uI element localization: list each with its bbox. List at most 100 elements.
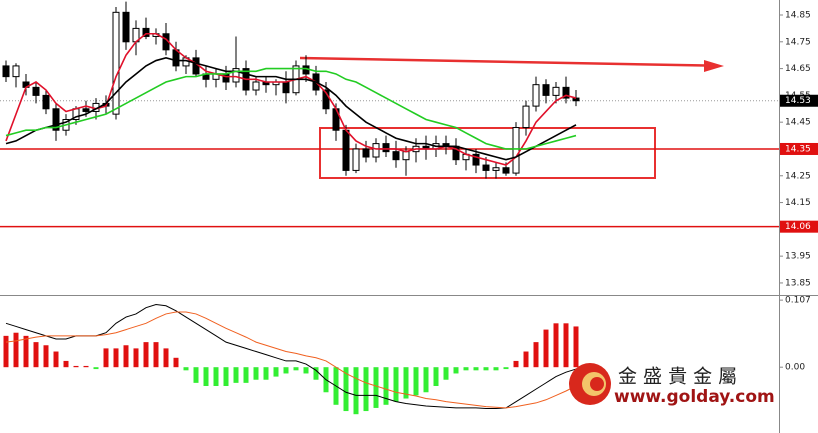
histogram-bar <box>133 348 139 368</box>
candle-body <box>232 68 240 83</box>
histogram-bar <box>403 367 409 399</box>
histogram-bar <box>523 351 529 368</box>
histogram-bar <box>563 323 569 368</box>
histogram-bar <box>23 335 29 368</box>
y-tick-label: 13.85 <box>785 278 811 288</box>
candle-body <box>12 65 20 78</box>
candle-body <box>222 73 230 83</box>
candle-body <box>512 127 520 174</box>
histogram-bar <box>373 367 379 408</box>
last-price-label: 14.53 <box>785 96 811 106</box>
y-tick-label: 14.15 <box>785 198 811 208</box>
last-price-box <box>780 94 818 107</box>
histogram-bar <box>243 367 249 383</box>
watermark-name: 金 盛 貴 金 屬 <box>618 366 737 388</box>
y-tick-label: 0.00 <box>785 363 805 373</box>
candle-body <box>252 81 260 91</box>
moving-average <box>5 67 577 150</box>
candle-body <box>542 84 550 96</box>
histogram-bar <box>263 367 269 380</box>
histogram-bar <box>573 326 579 368</box>
histogram-bar <box>513 360 519 368</box>
histogram-bar <box>353 367 359 415</box>
histogram-bar <box>143 342 149 368</box>
candle-body <box>502 167 510 174</box>
candle-body <box>2 65 10 78</box>
histogram-bar <box>453 367 459 374</box>
histogram-bar <box>343 367 349 412</box>
watermark: 金 盛 貴 金 屬 www.golday.com <box>569 363 775 407</box>
histogram-bar <box>83 365 89 368</box>
histogram-bar <box>533 342 539 368</box>
candle-body <box>522 105 530 129</box>
candle-body <box>52 108 60 131</box>
logo-core <box>590 377 604 391</box>
candle-body <box>142 27 150 37</box>
histogram-bar <box>33 342 39 368</box>
candle-body <box>282 81 290 94</box>
candle-body <box>572 97 580 102</box>
histogram-bar <box>393 367 399 402</box>
candle-body <box>552 86 560 96</box>
histogram-bar <box>483 367 489 371</box>
histogram-bar <box>383 367 389 405</box>
level-label-box <box>780 142 818 155</box>
histogram-bar <box>183 367 189 371</box>
candle-body <box>362 148 370 158</box>
histogram-bar <box>73 365 79 368</box>
histogram-bar <box>503 367 509 370</box>
histogram-bar <box>273 367 279 377</box>
level-label: 14.35 <box>785 144 811 154</box>
histogram-bar <box>233 367 239 383</box>
histogram-bar <box>363 367 369 412</box>
candle-body <box>372 143 380 158</box>
candle-body <box>32 86 40 96</box>
candle-body <box>392 151 400 161</box>
signal-line <box>5 311 577 409</box>
y-tick-label: 14.65 <box>785 64 811 74</box>
histogram-bar <box>93 367 99 370</box>
histogram-bar <box>493 367 499 371</box>
histogram-bar <box>123 345 129 368</box>
range-box <box>319 127 656 179</box>
y-tick-label: 14.85 <box>785 11 811 21</box>
candle-body <box>342 129 350 171</box>
histogram-bar <box>203 367 209 386</box>
candle-body <box>352 148 360 171</box>
candle-body <box>82 108 90 112</box>
y-tick-label: 0.107 <box>785 296 811 306</box>
trend-arrow <box>299 56 707 67</box>
histogram-bar <box>213 367 219 386</box>
histogram-bar <box>163 348 169 368</box>
histogram-bar <box>433 367 439 386</box>
histogram-bar <box>553 323 559 368</box>
histogram-bar <box>193 367 199 383</box>
histogram-bar <box>283 367 289 374</box>
histogram-bar <box>103 348 109 368</box>
moving-average <box>5 32 577 166</box>
level-label: 14.06 <box>785 222 811 232</box>
histogram-bar <box>43 345 49 368</box>
histogram-bar <box>153 342 159 368</box>
histogram-bar <box>303 367 309 374</box>
watermark-url: www.golday.com <box>614 387 775 407</box>
histogram-bar <box>293 367 299 371</box>
histogram-bar <box>63 360 69 368</box>
candle-body <box>482 164 490 171</box>
candle-body <box>42 94 50 110</box>
y-tick-label: 14.75 <box>785 37 811 47</box>
candle-body <box>322 89 330 110</box>
arrow-head <box>704 60 724 72</box>
histogram-bar <box>463 367 469 371</box>
moving-average <box>5 57 577 161</box>
candle-body <box>382 143 390 153</box>
candle-body <box>402 151 410 161</box>
candle-body <box>532 84 540 107</box>
candle-body <box>122 11 130 43</box>
histogram-bar <box>443 367 449 380</box>
y-tick-label: 14.45 <box>785 118 811 128</box>
histogram-bar <box>53 351 59 368</box>
macd-line <box>5 304 577 410</box>
y-tick-label: 13.95 <box>785 252 811 262</box>
